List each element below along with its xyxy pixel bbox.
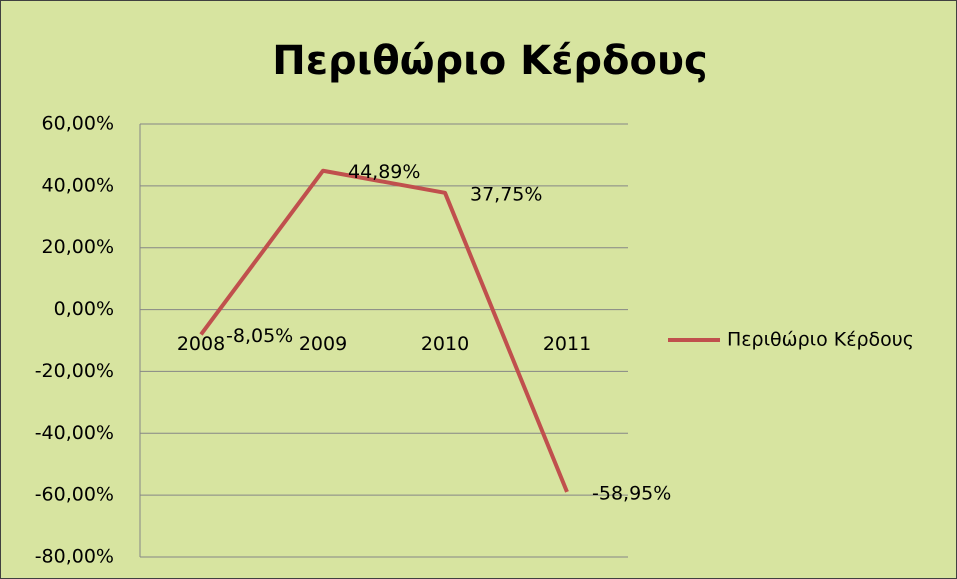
x-tick-label: 2009 [299, 333, 347, 355]
y-tick-label: -80,00% [35, 546, 114, 568]
x-tick-label: 2010 [421, 333, 469, 355]
data-label: -8,05% [226, 325, 293, 347]
chart-title: Περιθώριο Κέρδους [272, 38, 707, 84]
y-tick-label: 40,00% [42, 174, 114, 196]
y-tick-label: -40,00% [35, 422, 114, 444]
y-tick-label: 60,00% [42, 113, 114, 135]
y-tick-label: 0,00% [54, 298, 114, 320]
y-tick-label: -20,00% [35, 360, 114, 382]
legend-label: Περιθώριο Κέρδους [727, 329, 914, 351]
y-tick-label: -60,00% [35, 484, 114, 506]
data-label: 44,89% [348, 161, 420, 183]
x-tick-label: 2008 [177, 333, 225, 355]
x-tick-label: 2011 [543, 333, 591, 355]
y-tick-label: 20,00% [42, 236, 114, 258]
line-series [199, 168, 569, 493]
data-label: 37,75% [470, 183, 542, 205]
data-label: -58,95% [592, 482, 671, 504]
